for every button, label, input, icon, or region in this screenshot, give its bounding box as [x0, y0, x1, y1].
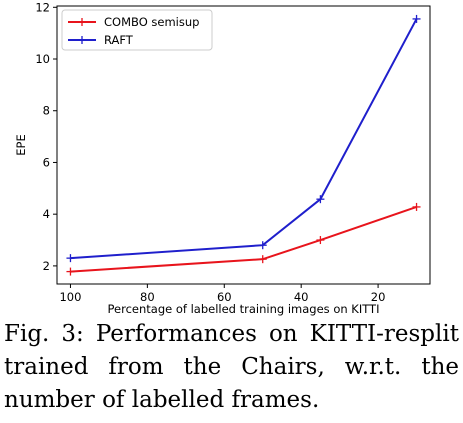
- legend-box: [61, 9, 213, 51]
- epe-line-chart: 100 80 60 40 20 2 4 6 8 10 12 COMBO semisup RAFT Pe…: [14, 0, 431, 316]
- series-point: [412, 202, 421, 211]
- legend-entry: RAFT: [68, 33, 134, 47]
- series-point: [66, 254, 75, 263]
- series-point: [258, 241, 267, 250]
- axes-layer: 100 80 60 40 20 2 4 6 8 10 12: [35, 0, 431, 304]
- y-tick-label: 2: [43, 259, 50, 273]
- series-point: [316, 195, 325, 204]
- y-axis-label: EPE: [14, 134, 28, 155]
- series-line: [70, 18, 418, 260]
- y-tick-label: 12: [35, 0, 50, 14]
- legend-label: COMBO semisup: [104, 15, 199, 29]
- y-tick-label: 10: [35, 52, 50, 66]
- y-tick-label: 4: [43, 207, 50, 221]
- x-axis-label: Percentage of labelled training images o…: [108, 302, 380, 316]
- x-tick-label: 20: [371, 290, 386, 304]
- legend-label: RAFT: [104, 33, 134, 47]
- series-point: [258, 255, 267, 264]
- series-line: [70, 205, 417, 273]
- x-tick-label: 80: [140, 290, 155, 304]
- y-tick-label: 8: [43, 104, 50, 118]
- plot-frame: [56, 5, 431, 285]
- x-tick-label: 100: [59, 290, 81, 304]
- y-tick-label: 6: [43, 155, 50, 169]
- series-point: [316, 236, 325, 245]
- legend: COMBO semisup RAFT: [61, 9, 213, 51]
- legend-entry: COMBO semisup: [68, 15, 199, 29]
- x-tick-label: 40: [294, 290, 309, 304]
- series-point: [66, 267, 75, 276]
- figure-caption: Fig. 3: Performances on KITTI-resplit tr…: [4, 321, 459, 413]
- x-tick-label: 60: [217, 290, 232, 304]
- series-point: [412, 14, 421, 23]
- series-layer: [66, 14, 421, 276]
